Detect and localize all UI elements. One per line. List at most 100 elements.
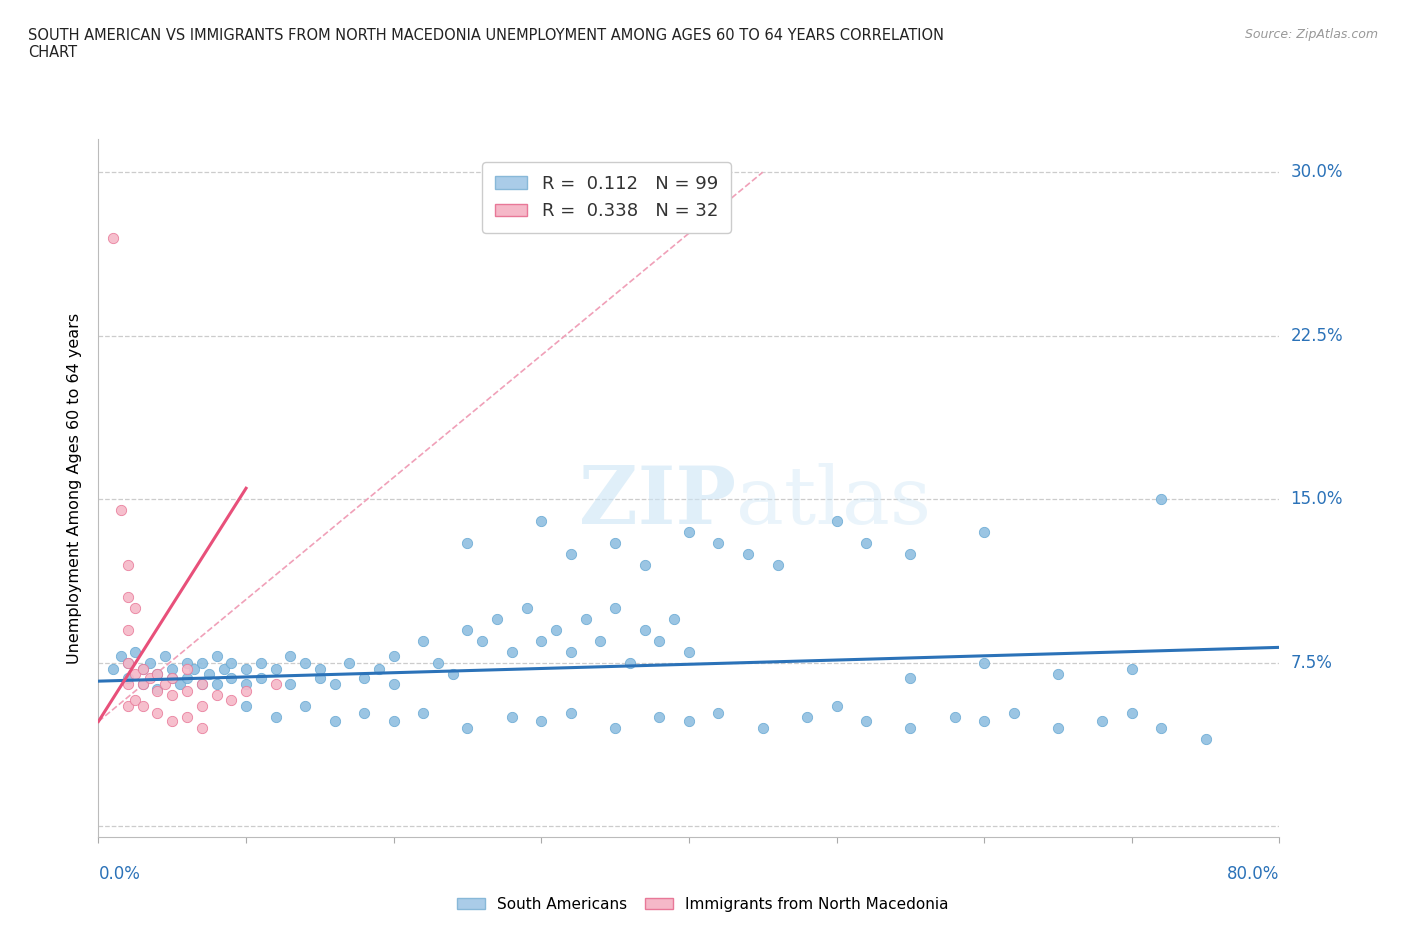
Point xyxy=(132,662,155,677)
Point xyxy=(605,601,627,616)
Point xyxy=(619,655,641,670)
Point xyxy=(153,677,176,692)
Point xyxy=(648,633,671,648)
Point xyxy=(456,622,478,637)
Point xyxy=(427,655,450,670)
Point xyxy=(973,525,995,539)
Point xyxy=(825,513,848,528)
Point xyxy=(382,648,405,663)
Point xyxy=(117,698,139,713)
Point xyxy=(855,536,877,551)
Point xyxy=(205,648,228,663)
Point xyxy=(678,644,700,659)
Point xyxy=(146,666,169,681)
Point xyxy=(169,677,191,692)
Point xyxy=(530,633,553,648)
Point xyxy=(117,655,139,670)
Point xyxy=(205,677,228,692)
Point xyxy=(191,677,214,692)
Point xyxy=(132,677,155,692)
Point xyxy=(176,684,198,698)
Point xyxy=(132,698,155,713)
Text: 0.0%: 0.0% xyxy=(98,865,141,883)
Point xyxy=(278,648,302,663)
Point xyxy=(766,557,789,572)
Point xyxy=(501,644,523,659)
Point xyxy=(973,714,995,729)
Point xyxy=(1046,721,1069,736)
Point xyxy=(132,662,155,677)
Point xyxy=(973,655,995,670)
Point xyxy=(707,536,730,551)
Point xyxy=(117,590,139,604)
Point xyxy=(337,655,360,670)
Point xyxy=(412,705,434,720)
Point xyxy=(162,688,183,703)
Point xyxy=(368,662,391,677)
Point xyxy=(124,666,146,681)
Point xyxy=(309,662,332,677)
Point xyxy=(605,536,627,551)
Point xyxy=(855,714,877,729)
Point xyxy=(501,710,523,724)
Text: 22.5%: 22.5% xyxy=(1291,326,1343,345)
Point xyxy=(205,688,228,703)
Point xyxy=(943,710,966,724)
Point xyxy=(1195,732,1218,747)
Point xyxy=(219,671,242,685)
Point xyxy=(678,525,700,539)
Point xyxy=(544,622,567,637)
Point xyxy=(589,633,612,648)
Point xyxy=(124,692,146,707)
Point xyxy=(162,662,183,677)
Point xyxy=(191,677,214,692)
Point xyxy=(139,655,162,670)
Y-axis label: Unemployment Among Ages 60 to 64 years: Unemployment Among Ages 60 to 64 years xyxy=(67,312,83,664)
Point xyxy=(162,671,183,685)
Point xyxy=(353,671,375,685)
Point xyxy=(162,714,183,729)
Text: Source: ZipAtlas.com: Source: ZipAtlas.com xyxy=(1244,28,1378,41)
Point xyxy=(353,705,375,720)
Point xyxy=(117,622,139,637)
Legend: R =  0.112   N = 99, R =  0.338   N = 32: R = 0.112 N = 99, R = 0.338 N = 32 xyxy=(482,163,731,232)
Point xyxy=(146,684,169,698)
Point xyxy=(183,662,205,677)
Point xyxy=(900,546,922,561)
Point xyxy=(1150,492,1173,507)
Point xyxy=(176,710,198,724)
Point xyxy=(146,705,169,720)
Point xyxy=(162,671,183,685)
Point xyxy=(382,677,405,692)
Point xyxy=(103,662,125,677)
Point xyxy=(110,648,132,663)
Point xyxy=(191,655,214,670)
Point xyxy=(235,662,257,677)
Point xyxy=(323,714,346,729)
Point xyxy=(124,601,146,616)
Point xyxy=(264,677,287,692)
Text: 80.0%: 80.0% xyxy=(1227,865,1279,883)
Text: 15.0%: 15.0% xyxy=(1291,490,1343,508)
Text: SOUTH AMERICAN VS IMMIGRANTS FROM NORTH MACEDONIA UNEMPLOYMENT AMONG AGES 60 TO : SOUTH AMERICAN VS IMMIGRANTS FROM NORTH … xyxy=(28,28,943,60)
Point xyxy=(294,698,316,713)
Point xyxy=(146,682,169,697)
Point xyxy=(751,721,773,736)
Point xyxy=(264,710,287,724)
Point xyxy=(456,721,478,736)
Point xyxy=(486,612,509,627)
Point xyxy=(471,633,494,648)
Point xyxy=(707,705,730,720)
Point xyxy=(1046,666,1069,681)
Point xyxy=(250,671,273,685)
Point xyxy=(1121,662,1143,677)
Point xyxy=(176,671,198,685)
Legend: South Americans, Immigrants from North Macedonia: South Americans, Immigrants from North M… xyxy=(451,891,955,918)
Point xyxy=(560,705,582,720)
Point xyxy=(309,671,332,685)
Point xyxy=(176,662,198,677)
Point xyxy=(153,648,176,663)
Point xyxy=(1121,705,1143,720)
Point xyxy=(1091,714,1114,729)
Text: 30.0%: 30.0% xyxy=(1291,163,1343,181)
